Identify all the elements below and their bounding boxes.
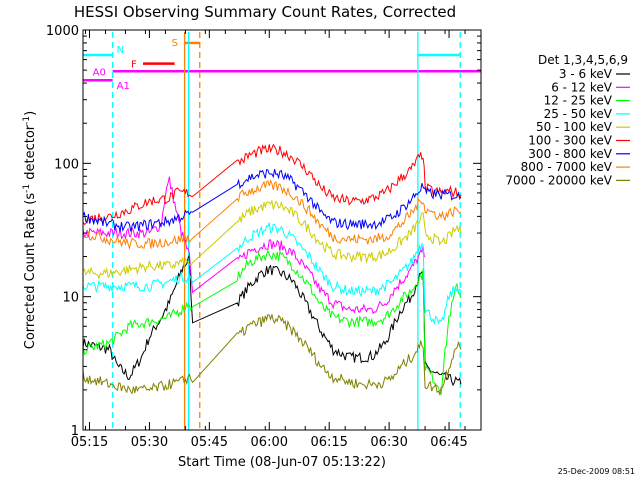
y-tick-label: 10 bbox=[62, 291, 79, 306]
attenuator-a0-label: A0 bbox=[93, 67, 106, 78]
plot-frame bbox=[82, 29, 482, 431]
interval-lines bbox=[112, 32, 461, 430]
y-tick-label: 1 bbox=[71, 424, 79, 439]
y-axis-label-sup1: -1 bbox=[22, 184, 32, 193]
x-axis: 05:15 05:30 05:45 06:00 06:15 06:30 06:45 bbox=[71, 30, 468, 450]
series-line-4 bbox=[83, 199, 462, 280]
y-axis: 1 10 100 1000 bbox=[46, 24, 481, 439]
legend-entry-label: 25 - 50 keV bbox=[544, 107, 613, 121]
legend-entry-label: 7000 - 20000 keV bbox=[505, 173, 612, 187]
x-axis-label: Start Time (08-Jun-07 05:13:22) bbox=[178, 455, 386, 470]
timestamp: 25-Dec-2009 08:51 bbox=[558, 467, 635, 476]
series-line-8 bbox=[83, 313, 462, 396]
series-line-2 bbox=[83, 249, 462, 396]
night-label: N bbox=[117, 45, 124, 56]
x-tick-label: 05:45 bbox=[191, 435, 228, 450]
chart-title: HESSI Observing Summary Count Rates, Cor… bbox=[74, 3, 456, 21]
legend-entry-label: 50 - 100 keV bbox=[536, 120, 613, 134]
annotation-layer: NF S A0 A1 bbox=[83, 38, 481, 92]
saa-label: S bbox=[172, 38, 178, 49]
y-axis-label-sup2: -1 bbox=[22, 116, 32, 125]
y-axis-label-end: ) bbox=[23, 111, 38, 116]
legend-entry-label: 6 - 12 keV bbox=[551, 80, 613, 94]
legend-entry-label: 300 - 800 keV bbox=[528, 147, 612, 161]
legend-entry-label: 100 - 300 keV bbox=[528, 134, 612, 148]
x-tick-label: 06:00 bbox=[251, 435, 288, 450]
x-tick-label: 06:30 bbox=[370, 435, 407, 450]
series-layer bbox=[83, 143, 462, 396]
y-axis-label-main: Corrected Count Rate (s bbox=[23, 193, 38, 350]
series-line-0 bbox=[83, 253, 462, 387]
x-tick-label: 06:45 bbox=[430, 435, 467, 450]
legend-entry-label: 3 - 6 keV bbox=[559, 67, 613, 81]
legend-entry-label: 12 - 25 keV bbox=[544, 94, 613, 108]
x-tick-label: 05:15 bbox=[71, 435, 108, 450]
flare-label: F bbox=[131, 60, 137, 71]
y-axis-label-mid: detector bbox=[23, 124, 38, 184]
series-line-3 bbox=[83, 222, 462, 325]
x-tick-label: 05:30 bbox=[131, 435, 168, 450]
attenuator-a1-label: A1 bbox=[117, 81, 130, 92]
legend-title: Det 1,3,4,5,6,9 bbox=[538, 53, 628, 67]
y-axis-label: Corrected Count Rate (s-1 detector-1) bbox=[22, 111, 38, 349]
series-line-6 bbox=[83, 168, 462, 232]
series-line-1 bbox=[83, 176, 426, 315]
y-tick-label: 1000 bbox=[46, 24, 79, 39]
x-tick-label: 06:15 bbox=[310, 435, 347, 450]
series-line-5 bbox=[83, 143, 462, 226]
y-tick-label: 100 bbox=[54, 157, 79, 172]
legend-entry-label: 800 - 7000 keV bbox=[521, 160, 613, 174]
series-line-7 bbox=[83, 179, 462, 250]
